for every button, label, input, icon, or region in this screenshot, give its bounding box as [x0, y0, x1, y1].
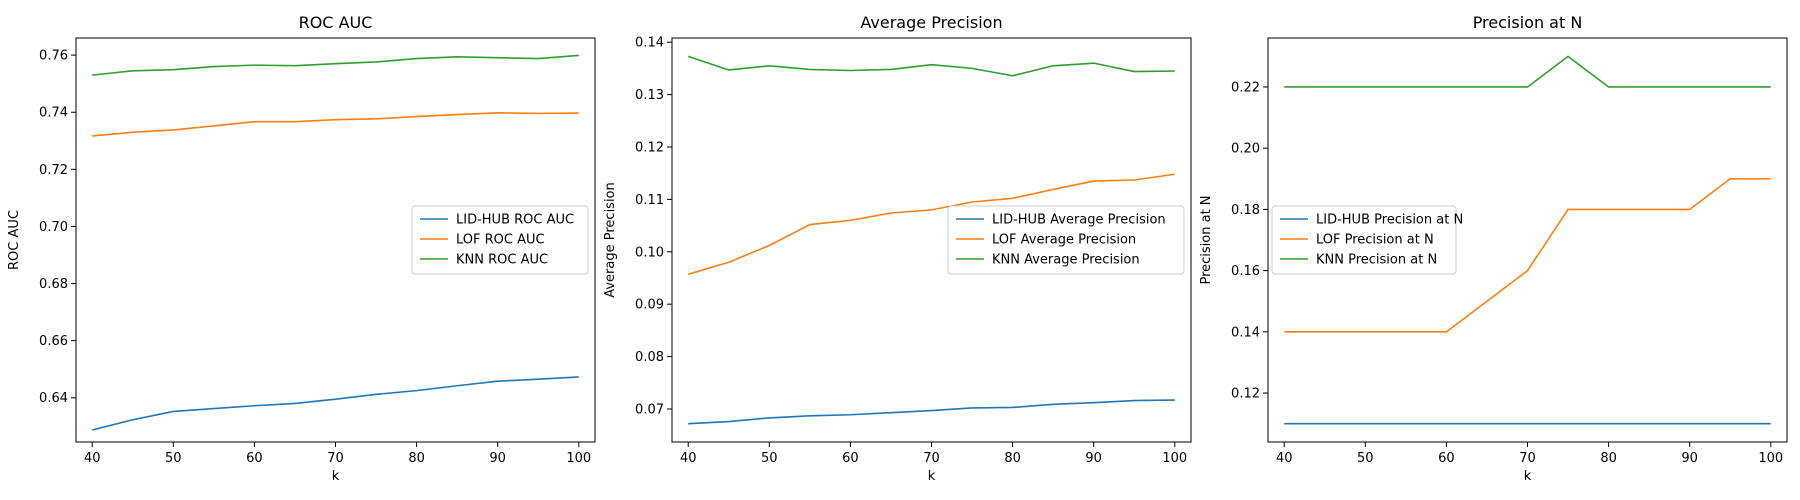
chart-title: Average Precision	[860, 13, 1002, 32]
series-line-3	[687, 55, 1175, 77]
x-tick-label: 70	[923, 451, 940, 466]
x-tick-label: 60	[1438, 451, 1455, 466]
y-axis-label: Precision at N	[1199, 195, 1214, 284]
x-tick-label: 70	[1519, 451, 1536, 466]
legend-entry-label: LID-HUB ROC AUC	[456, 213, 574, 228]
x-tick-label: 60	[842, 451, 859, 466]
y-tick-label: 0.09	[635, 298, 664, 313]
legend-entry-label: LID-HUB Precision at N	[1316, 213, 1463, 228]
x-tick-label: 70	[327, 451, 344, 466]
legend: LID-HUB Average Precision LOF Average Pre…	[947, 205, 1185, 275]
chart-panel-2: Average Precision 40 50 60 70 80 90 100 0.07 0.08…	[603, 13, 1192, 484]
y-tick-label: 0.22	[1231, 80, 1260, 95]
y-tick-label: 0.07	[635, 402, 664, 417]
y-tick-label: 0.76	[39, 49, 68, 64]
chart-title: ROC AUC	[299, 13, 373, 32]
y-tick-label: 0.66	[39, 334, 68, 349]
series-line-1	[688, 399, 1175, 425]
y-tick-label: 0.11	[635, 193, 664, 208]
x-tick-label: 100	[566, 451, 591, 466]
y-tick-label: 0.72	[39, 163, 68, 178]
x-axis-label: k	[1524, 469, 1532, 484]
legend-entry-label: KNN Average Precision	[992, 253, 1140, 268]
y-tick-label: 0.64	[39, 391, 68, 406]
x-tick-label: 50	[761, 451, 778, 466]
y-tick-label: 0.74	[39, 106, 68, 121]
x-axis-label: k	[332, 469, 340, 484]
x-tick-label: 60	[246, 451, 263, 466]
legend: LID-HUB Precision at N LOF Precision at N…	[1271, 205, 1463, 275]
series-line-3	[92, 54, 579, 76]
y-tick-label: 0.08	[635, 350, 664, 365]
legend-box	[1271, 205, 1457, 275]
y-tick-label: 0.16	[1231, 264, 1260, 279]
x-tick-label: 50	[165, 451, 182, 466]
x-tick-label: 80	[1600, 451, 1617, 466]
legend-entry-label: LOF ROC AUC	[456, 233, 545, 248]
y-tick-label: 0.20	[1231, 142, 1260, 157]
y-tick-label: 0.10	[635, 245, 664, 260]
x-tick-label: 90	[1681, 451, 1698, 466]
series-line-3	[1284, 55, 1771, 88]
chart-title: Precision at N	[1473, 13, 1583, 32]
y-tick-label: 0.14	[635, 36, 664, 51]
legend-box	[947, 205, 1185, 275]
y-tick-label: 0.12	[635, 140, 664, 155]
y-tick-label: 0.14	[1231, 325, 1260, 340]
y-tick-label: 0.18	[1231, 203, 1260, 218]
y-tick-label: 0.68	[39, 277, 68, 292]
series-line-2	[92, 112, 579, 137]
legend-entry-label: LOF Average Precision	[992, 233, 1136, 248]
legend-entry-label: KNN ROC AUC	[456, 253, 548, 268]
legend-entry-label: LID-HUB Average Precision	[992, 213, 1166, 228]
x-tick-label: 80	[1004, 451, 1021, 466]
x-tick-label: 90	[489, 451, 506, 466]
chart-panel-3: Precision at N 40 50 60 70 80 90 100 0.12 0.14 0.1…	[1199, 13, 1788, 484]
x-tick-label: 80	[408, 451, 425, 466]
y-tick-label: 0.13	[635, 88, 664, 103]
y-axis-label: ROC AUC	[7, 210, 22, 270]
y-tick-label: 0.12	[1231, 387, 1260, 402]
x-tick-label: 100	[1162, 451, 1187, 466]
x-tick-label: 50	[1357, 451, 1374, 466]
y-axis-label: Average Precision	[603, 182, 618, 298]
x-axis-label: k	[928, 469, 936, 484]
x-tick-label: 40	[84, 451, 101, 466]
legend-entry-label: KNN Precision at N	[1316, 253, 1437, 268]
y-tick-label: 0.70	[39, 220, 68, 235]
legend-entry-label: LOF Precision at N	[1316, 233, 1434, 248]
x-tick-label: 90	[1085, 451, 1102, 466]
legend-box	[411, 205, 589, 275]
x-tick-label: 40	[1276, 451, 1293, 466]
x-tick-label: 100	[1758, 451, 1783, 466]
x-tick-label: 40	[680, 451, 697, 466]
chart-panel-1: ROC AUC 40 50 60 70 80 90 100 0.64 0.66 0.68 0.70 0.…	[7, 13, 596, 484]
legend: LID-HUB ROC AUC LOF ROC AUC KNN ROC AUC	[411, 205, 589, 275]
series-line-1	[92, 376, 579, 431]
